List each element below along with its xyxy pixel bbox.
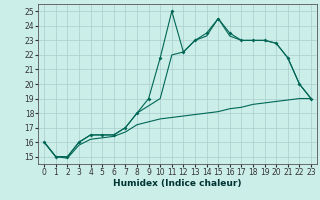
X-axis label: Humidex (Indice chaleur): Humidex (Indice chaleur): [113, 179, 242, 188]
